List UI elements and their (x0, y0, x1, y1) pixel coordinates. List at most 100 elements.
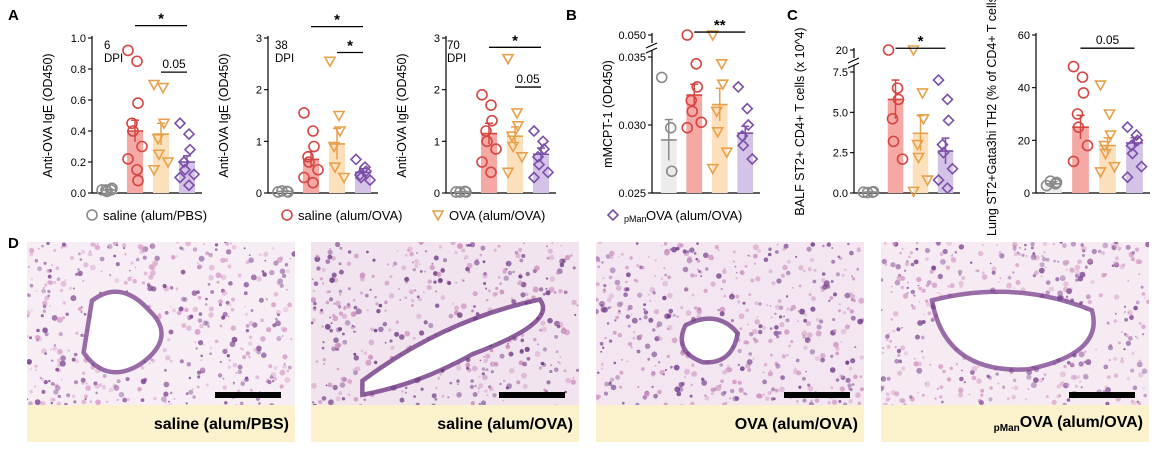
data-point (353, 168, 367, 182)
data-point (937, 146, 950, 159)
histology-image-4: pManOVA (alum/OVA) (881, 242, 1149, 442)
data-point (333, 126, 347, 138)
data-point (942, 114, 955, 127)
bar (506, 136, 524, 193)
chart-5: 0.0 2.5 5.0 7.5 20 BALF ST2+ CD4+ T cells (x … (793, 27, 960, 216)
scale-bar (1069, 392, 1135, 398)
data-point (681, 29, 694, 41)
data-point (363, 173, 377, 187)
y-tick-label: 0.030 (618, 120, 646, 132)
data-point (720, 147, 734, 159)
data-point (298, 107, 310, 119)
data-point (941, 93, 954, 106)
data-point (173, 117, 187, 130)
data-point (1071, 108, 1084, 120)
data-point (152, 149, 166, 161)
histology-image-1: saline (alum/PBS) (27, 242, 295, 442)
data-point (485, 166, 497, 179)
data-point (690, 57, 703, 70)
y-tick-label: 0.8 (71, 64, 86, 76)
data-point (710, 106, 724, 119)
data-point (485, 99, 497, 111)
data-point (323, 56, 337, 68)
histology-caption-subscript: pMan (993, 423, 1020, 434)
y-tick-label: 7.5 (833, 67, 848, 79)
data-point (460, 186, 472, 198)
histology-caption-label: OVA (alum/OVA) (1019, 413, 1143, 431)
histology-caption-text: saline (alum/OVA) (437, 416, 573, 434)
legend-marker (86, 209, 98, 221)
data-point (532, 158, 546, 171)
data-point (742, 118, 755, 132)
data-point (531, 150, 545, 163)
data-point (332, 110, 346, 123)
sig-label: * (334, 12, 340, 29)
airway-lumen (85, 294, 160, 370)
data-point (178, 163, 192, 176)
data-point (536, 135, 550, 148)
data-point (716, 79, 730, 91)
y-tick-label: 40 (1018, 83, 1030, 95)
axis-break-mark (847, 57, 860, 64)
data-point (510, 108, 524, 120)
data-point (887, 135, 900, 148)
data-point (354, 171, 368, 184)
y-tick-label: 1.0 (71, 33, 86, 45)
y-tick-label: 0.4 (71, 126, 86, 138)
data-point (691, 81, 704, 93)
data-point (685, 94, 698, 107)
data-point (1044, 175, 1057, 187)
data-point (1076, 71, 1089, 83)
legend-label: OVA (alum/OVA) (449, 208, 545, 223)
data-point (182, 179, 196, 192)
data-point (912, 152, 925, 165)
y-tick-label: 2 (256, 85, 262, 97)
bar (1099, 145, 1116, 193)
data-point (454, 186, 466, 198)
data-point (655, 71, 668, 84)
histology-caption-label: OVA (alum/OVA) (734, 416, 858, 433)
histology-image-3: OVA (alum/OVA) (596, 242, 864, 442)
data-point (501, 167, 515, 179)
data-point (861, 186, 874, 199)
sig-label: * (918, 33, 924, 50)
y-axis-label: Anti-OVA IgE (OD450) (41, 53, 55, 177)
data-point (541, 166, 555, 179)
y-axis-label: Anti-OVA IgE (OD450) (395, 53, 409, 177)
data-point (882, 44, 895, 56)
data-point (486, 114, 498, 127)
y-tick-label: 0.050 (618, 30, 646, 42)
data-point (328, 162, 342, 174)
panel-letter-b: B (566, 7, 577, 24)
data-point (501, 53, 515, 66)
bar (711, 104, 728, 193)
sig-label: * (158, 11, 164, 28)
data-point (147, 164, 161, 177)
data-point (136, 140, 148, 153)
data-point (1130, 128, 1143, 142)
data-point (746, 152, 759, 166)
data-point (187, 168, 201, 181)
data-point (1103, 109, 1116, 121)
data-point (327, 141, 341, 154)
data-point (132, 97, 144, 109)
histology-caption-text: pManOVA (alum/OVA) (994, 414, 1143, 434)
data-point (515, 152, 529, 164)
data-point (681, 121, 694, 134)
sig-label: 0.05 (516, 72, 540, 86)
data-point (282, 186, 294, 198)
data-point (1050, 176, 1063, 189)
y-tick-label: 0.0 (833, 188, 848, 200)
y-tick-label: 20 (836, 45, 848, 57)
legend-marker (431, 210, 445, 222)
histology-caption: saline (alum/PBS) (27, 405, 295, 442)
dpi-label: DPI (104, 53, 123, 65)
histology-caption: pManOVA (alum/OVA) (881, 405, 1149, 442)
scale-bar (784, 392, 850, 398)
data-point (946, 162, 959, 175)
histology-caption: saline (alum/OVA) (311, 405, 579, 442)
dpi-label: DPI (275, 53, 294, 65)
data-point (1121, 121, 1134, 134)
data-point (1108, 161, 1121, 174)
